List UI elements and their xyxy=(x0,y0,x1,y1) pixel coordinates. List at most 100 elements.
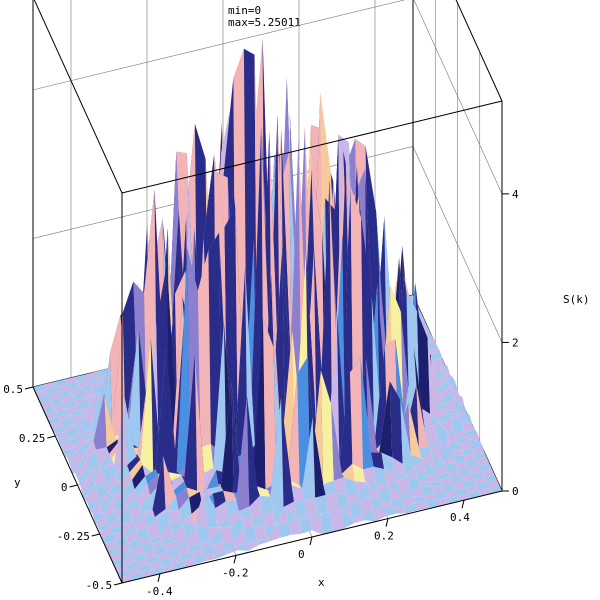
surface-patch xyxy=(410,455,424,467)
surface-patch xyxy=(70,432,84,449)
surface-patch xyxy=(479,463,493,472)
surface-patch xyxy=(83,440,97,463)
surface-patch xyxy=(51,398,64,407)
surface-patch xyxy=(35,389,49,398)
surface-patch xyxy=(108,481,122,495)
surface-patch xyxy=(469,439,483,450)
surface-patch xyxy=(475,482,489,491)
surface-patch xyxy=(168,510,182,524)
surface-patch xyxy=(120,550,134,559)
surface-patch xyxy=(150,338,164,478)
surface-patch xyxy=(65,453,79,461)
surface-patch xyxy=(246,396,260,507)
surface-patch xyxy=(123,524,137,536)
surface-patch xyxy=(132,464,146,490)
surface-patch xyxy=(122,281,136,433)
surface-patch xyxy=(181,514,195,526)
surface-patch xyxy=(193,553,207,564)
surface-patch xyxy=(425,500,439,508)
y-tick-label: 0 xyxy=(61,481,68,494)
surface-patch xyxy=(71,415,85,425)
surface-patch xyxy=(450,449,464,456)
surface-patch xyxy=(438,413,452,425)
surface-patch xyxy=(241,514,255,528)
surface-patch xyxy=(76,420,90,432)
surface-patch xyxy=(103,464,117,487)
surface-patch xyxy=(405,467,419,480)
surface-patch xyxy=(447,470,461,477)
surface-patch xyxy=(386,481,400,493)
surface-patch xyxy=(468,465,482,474)
surface-patch xyxy=(70,450,84,474)
surface-patch xyxy=(62,448,76,456)
surface-patch xyxy=(362,509,376,522)
surface-patch xyxy=(373,466,387,485)
surface-patch xyxy=(146,555,160,565)
surface-patch xyxy=(77,379,91,388)
surface-patch xyxy=(346,493,360,506)
surface-patch xyxy=(415,500,429,511)
surface-patch xyxy=(93,384,107,396)
surface-patch xyxy=(74,397,88,406)
surface-patch xyxy=(448,413,462,421)
surface-patch xyxy=(448,442,462,451)
x-tick-mark xyxy=(157,573,161,582)
surface-patch xyxy=(336,493,350,510)
surface-patch xyxy=(309,515,323,535)
surface-patch xyxy=(288,520,302,535)
surface-patch xyxy=(159,558,173,568)
x-tick-mark xyxy=(309,536,313,546)
surface-patch xyxy=(143,549,157,559)
surface-patch xyxy=(53,403,67,412)
surface-patch xyxy=(48,392,62,401)
surface-patch xyxy=(429,442,443,464)
surface-patch xyxy=(87,394,101,406)
surface-patch xyxy=(421,451,435,471)
surface-patch xyxy=(443,428,457,439)
surface-patch xyxy=(93,393,107,450)
y-tick-mark xyxy=(24,386,34,390)
surface-patch xyxy=(397,474,411,494)
surface-patch xyxy=(434,464,448,476)
surface-patch xyxy=(370,496,384,510)
surface-patch xyxy=(100,495,114,515)
surface-patch xyxy=(157,510,171,537)
surface-patch xyxy=(194,487,208,527)
surface-patch xyxy=(376,483,389,493)
surface-patch xyxy=(142,464,156,477)
surface-patch xyxy=(444,490,458,498)
surface-patch xyxy=(378,486,392,503)
surface-patch xyxy=(281,398,294,508)
surface-patch xyxy=(88,376,102,385)
surface-patch xyxy=(88,468,102,475)
surface-patch xyxy=(155,509,168,519)
y-axis-label: y xyxy=(14,476,21,489)
surface-patch xyxy=(83,432,97,441)
surface-patch xyxy=(90,380,104,389)
surface-patch xyxy=(50,421,64,430)
surface-patch xyxy=(456,436,470,445)
surface-patch xyxy=(109,312,123,429)
surface-patch xyxy=(341,463,355,482)
surface-patch xyxy=(453,454,467,464)
surface-patch xyxy=(114,398,128,473)
surface-patch xyxy=(452,481,466,491)
surface-patch xyxy=(188,542,202,554)
surface-patch xyxy=(87,500,101,511)
surface-patch xyxy=(112,533,126,541)
surface-patch xyxy=(270,398,284,511)
surface-patch xyxy=(349,501,363,519)
surface-patch xyxy=(428,481,442,488)
surface-patch xyxy=(363,466,376,484)
surface-patch xyxy=(204,553,217,561)
surface-patch xyxy=(92,513,106,522)
surface-patch xyxy=(173,523,186,543)
surface-patch xyxy=(209,527,223,545)
surface-patch xyxy=(121,479,135,502)
surface-patch xyxy=(351,515,365,524)
surface xyxy=(33,38,502,583)
surface-patch xyxy=(168,472,182,481)
surface-patch xyxy=(429,351,443,360)
surface-patch xyxy=(127,326,141,450)
surface-patch xyxy=(176,249,190,475)
